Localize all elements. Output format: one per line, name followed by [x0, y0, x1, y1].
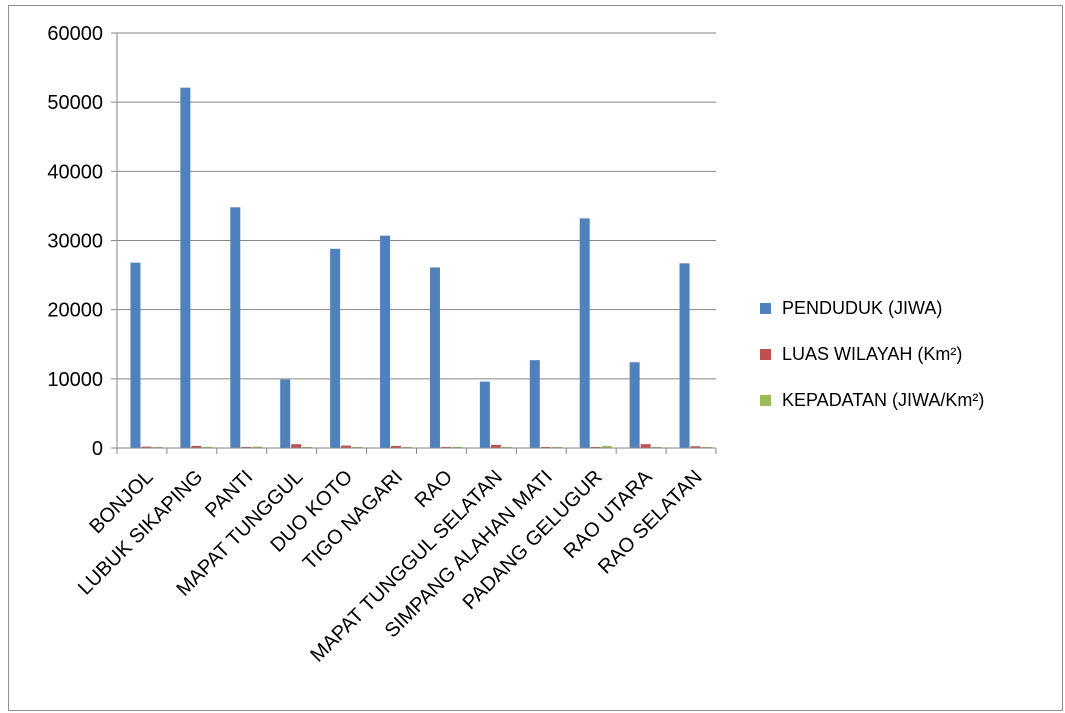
bar-2 — [191, 445, 202, 448]
bar-3 — [202, 446, 213, 448]
bar-1 — [429, 267, 440, 448]
bar-2 — [291, 444, 302, 448]
bar-1 — [180, 87, 191, 449]
y-tick-label: 30000 — [47, 231, 103, 253]
bars — [130, 87, 712, 449]
y-axis-ticks: 0 10000 20000 30000 40000 50000 60000 — [47, 23, 117, 460]
y-tick-label: 60000 — [47, 23, 103, 45]
bar-1 — [280, 379, 291, 448]
legend: PENDUDUK (JIWA) LUAS WILAYAH (Km²) KEPADAT… — [760, 298, 984, 410]
bar-1 — [479, 381, 490, 448]
bar-3 — [252, 446, 263, 448]
bar-1 — [330, 248, 341, 448]
bar-2 — [141, 446, 152, 448]
y-tick-label: 0 — [92, 438, 103, 460]
bar-1 — [230, 207, 241, 448]
bar-1 — [380, 235, 391, 448]
legend-swatch — [760, 349, 771, 360]
bar-2 — [690, 446, 701, 448]
bar-2 — [391, 445, 402, 448]
bar-1 — [579, 218, 590, 448]
bar-2 — [490, 444, 501, 448]
bar-3 — [601, 445, 612, 448]
y-tick-label: 40000 — [47, 161, 103, 183]
y-tick-label: 50000 — [47, 92, 103, 114]
legend-swatch — [760, 303, 771, 314]
grid-lines — [117, 32, 716, 380]
bar-1 — [130, 262, 141, 448]
y-tick-label: 20000 — [47, 300, 103, 322]
y-tick-label: 10000 — [47, 369, 103, 391]
legend-label: LUAS WILAYAH (Km²) — [782, 344, 962, 364]
x-tick-label: RAO — [411, 466, 457, 512]
bar-1 — [529, 360, 540, 448]
bar-2 — [640, 444, 651, 448]
bar-1 — [629, 362, 640, 448]
legend-label: PENDUDUK (JIWA) — [782, 298, 942, 318]
bar-2 — [440, 446, 451, 448]
bar-1 — [679, 263, 690, 448]
bar-3 — [451, 446, 462, 448]
bar-2 — [241, 446, 252, 448]
legend-swatch — [760, 395, 771, 406]
bar-2 — [341, 445, 352, 448]
legend-label: KEPADATAN (JIWA/Km²) — [782, 390, 984, 410]
